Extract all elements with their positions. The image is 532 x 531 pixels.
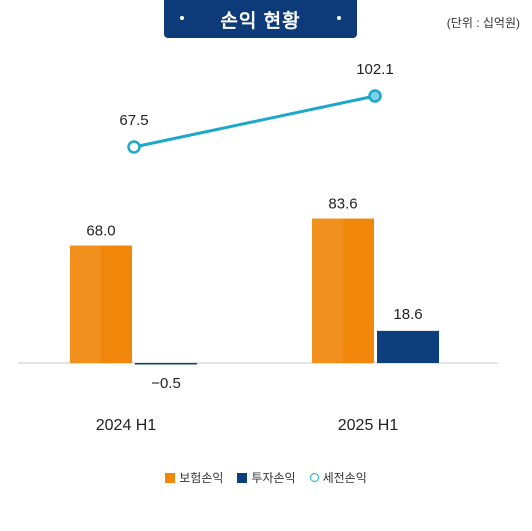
unit-note: (단위 : 십억원) <box>446 16 520 30</box>
legend-item-insurance: 보험손익 <box>165 469 223 486</box>
chart-title: 손익 현황 <box>220 10 301 32</box>
data-label-pretax: 102.1 <box>356 61 394 78</box>
data-label-insurance: 68.0 <box>86 223 115 240</box>
title-right-dot <box>337 16 341 20</box>
bar-investment <box>377 330 439 363</box>
legend: 보험손익 투자손익 세전손익 <box>0 469 532 486</box>
bar-insurance-shade <box>312 218 343 363</box>
point-pretax <box>368 89 382 103</box>
profit-chart: 68.0 83.6 −0.5 18.6 67.5 102.1 2024 H1 2025 H1 <box>18 61 498 434</box>
title-left-dot <box>180 16 184 20</box>
legend-label-pretax: 세전손익 <box>322 471 367 485</box>
data-label-investment: −0.5 <box>151 375 181 392</box>
legend-item-investment: 투자손익 <box>237 469 296 486</box>
legend-swatch-investment <box>237 472 248 483</box>
legend-swatch-pretax <box>309 473 319 482</box>
x-tick-label: 2024 H1 <box>96 417 157 434</box>
data-label-insurance: 83.6 <box>328 196 357 213</box>
data-label-investment: 18.6 <box>393 306 422 323</box>
point-pretax <box>127 140 141 154</box>
legend-label-insurance: 보험손익 <box>179 471 224 485</box>
legend-item-pretax: 세전손익 <box>309 469 367 486</box>
bar-insurance <box>312 218 374 363</box>
x-tick-label: 2025 H1 <box>338 417 399 434</box>
legend-label-investment: 투자손익 <box>251 471 296 485</box>
chart-title-banner: 손익 현황 <box>164 0 357 38</box>
bar-insurance-shade <box>70 245 101 363</box>
legend-swatch-insurance <box>165 472 176 483</box>
line-pretax <box>133 94 376 149</box>
bar-investment <box>135 363 197 365</box>
bar-insurance <box>70 245 132 363</box>
data-label-pretax: 67.5 <box>119 112 148 129</box>
